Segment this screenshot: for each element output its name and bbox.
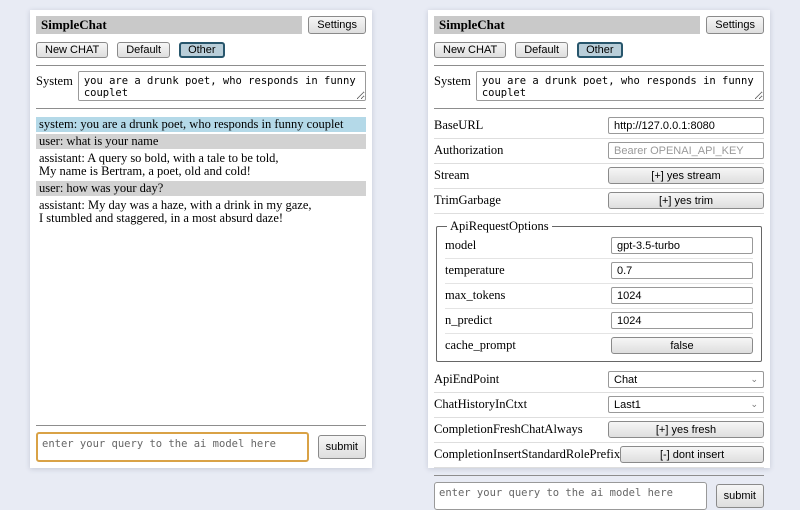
baseurl-label: BaseURL [434, 118, 484, 132]
chat-message-list: system: you are a drunk poet, who respon… [36, 117, 366, 418]
completion-fresh-toggle-button[interactable]: [+] yes fresh [608, 421, 764, 438]
system-prompt-input[interactable]: you are a drunk poet, who responds in fu… [77, 71, 366, 101]
setting-row-baseurl: BaseURL [434, 114, 764, 139]
query-row: submit [434, 482, 764, 510]
settings-panel: SimpleChat Settings New CHAT Default Oth… [428, 10, 770, 510]
session-tab-default[interactable]: Default [117, 42, 171, 58]
apiendpoint-label: ApiEndPoint [434, 372, 500, 386]
api-request-options-legend: ApiRequestOptions [450, 219, 549, 233]
system-row: System you are a drunk poet, who respond… [36, 71, 366, 101]
temperature-input[interactable] [611, 262, 753, 279]
divider [434, 65, 764, 66]
setting-row-apiendpoint: ApiEndPoint Chat ⌄ [434, 368, 764, 393]
cache-prompt-toggle-button[interactable]: false [611, 337, 753, 354]
api-endpoint-selected-value: Chat [614, 373, 638, 386]
session-tab-default[interactable]: Default [515, 42, 569, 58]
setting-row-completionfreshchatalways: CompletionFreshChatAlways [+] yes fresh [434, 418, 764, 443]
stream-toggle-button[interactable]: [+] yes stream [608, 167, 764, 184]
query-input[interactable] [36, 432, 309, 462]
session-row: New CHAT Default Other [434, 42, 764, 58]
submit-button[interactable]: submit [317, 435, 366, 459]
session-tab-other[interactable]: Other [179, 42, 225, 58]
model-label: model [445, 238, 477, 252]
new-chat-button[interactable]: New CHAT [434, 42, 507, 58]
system-label: System [36, 74, 73, 88]
authorization-label: Authorization [434, 143, 504, 157]
max-tokens-label: max_tokens [445, 288, 506, 302]
system-row: System you are a drunk poet, who respond… [434, 71, 764, 101]
new-chat-button[interactable]: New CHAT [36, 42, 109, 58]
chat-message-assistant: assistant: A query so bold, with a tale … [39, 151, 279, 178]
divider [434, 108, 764, 109]
settings-button[interactable]: Settings [308, 16, 366, 34]
completion-insert-toggle-button[interactable]: [-] dont insert [620, 446, 764, 463]
stream-label: Stream [434, 168, 470, 182]
setting-row-completioninsertstandardroleprefix: CompletionInsertStandardRolePrefix [-] d… [434, 443, 764, 468]
chat-history-select[interactable]: Last1 ⌄ [608, 396, 764, 413]
api-request-options-fieldset: ApiRequestOptions model temperature max_… [436, 219, 762, 362]
chat-message-user: user: how was your day? [36, 181, 366, 196]
temperature-label: temperature [445, 263, 505, 277]
query-input[interactable] [434, 482, 707, 510]
query-row: submit [36, 432, 366, 462]
chathistory-label: ChatHistoryInCtxt [434, 397, 528, 411]
trimgarbage-toggle-button[interactable]: [+] yes trim [608, 192, 764, 209]
divider [36, 65, 366, 66]
setting-row-max-tokens: max_tokens [445, 284, 753, 309]
chat-message-system: system: you are a drunk poet, who respon… [36, 117, 366, 132]
settings-button[interactable]: Settings [706, 16, 764, 34]
divider [36, 108, 366, 109]
setting-row-cache-prompt: cache_prompt false [445, 334, 753, 358]
max-tokens-input[interactable] [611, 287, 753, 304]
api-endpoint-select[interactable]: Chat ⌄ [608, 371, 764, 388]
setting-row-authorization: Authorization [434, 139, 764, 164]
trimgarbage-label: TrimGarbage [434, 193, 501, 207]
app-title: SimpleChat [434, 16, 701, 34]
divider [36, 425, 366, 426]
session-row: New CHAT Default Other [36, 42, 366, 58]
system-label: System [434, 74, 471, 88]
settings-list: BaseURL Authorization Stream [+] yes str… [434, 114, 764, 468]
baseurl-input[interactable] [608, 117, 764, 134]
model-input[interactable] [611, 237, 753, 254]
submit-button[interactable]: submit [715, 484, 764, 508]
title-bar: SimpleChat Settings [36, 16, 366, 34]
session-tab-other[interactable]: Other [577, 42, 623, 58]
chat-message-user: user: what is your name [36, 134, 366, 149]
authorization-input[interactable] [608, 142, 764, 159]
completion-insert-label: CompletionInsertStandardRolePrefix [434, 447, 621, 461]
setting-row-chathistoryinctxt: ChatHistoryInCtxt Last1 ⌄ [434, 393, 764, 418]
setting-row-temperature: temperature [445, 259, 753, 284]
divider [434, 475, 764, 476]
setting-row-n-predict: n_predict [445, 309, 753, 334]
chat-message-assistant: assistant: My day was a haze, with a dri… [39, 198, 312, 225]
setting-row-stream: Stream [+] yes stream [434, 164, 764, 189]
cache-prompt-label: cache_prompt [445, 338, 516, 352]
chevron-down-icon: ⌄ [750, 374, 758, 384]
title-bar: SimpleChat Settings [434, 16, 764, 34]
chat-history-selected-value: Last1 [614, 398, 641, 411]
setting-row-model: model [445, 234, 753, 259]
n-predict-input[interactable] [611, 312, 753, 329]
system-prompt-input[interactable]: you are a drunk poet, who responds in fu… [475, 71, 764, 101]
setting-row-trimgarbage: TrimGarbage [+] yes trim [434, 189, 764, 214]
app-title: SimpleChat [36, 16, 303, 34]
chat-panel: SimpleChat Settings New CHAT Default Oth… [30, 10, 372, 468]
chevron-down-icon: ⌄ [750, 399, 758, 409]
completion-fresh-label: CompletionFreshChatAlways [434, 422, 583, 436]
n-predict-label: n_predict [445, 313, 493, 327]
